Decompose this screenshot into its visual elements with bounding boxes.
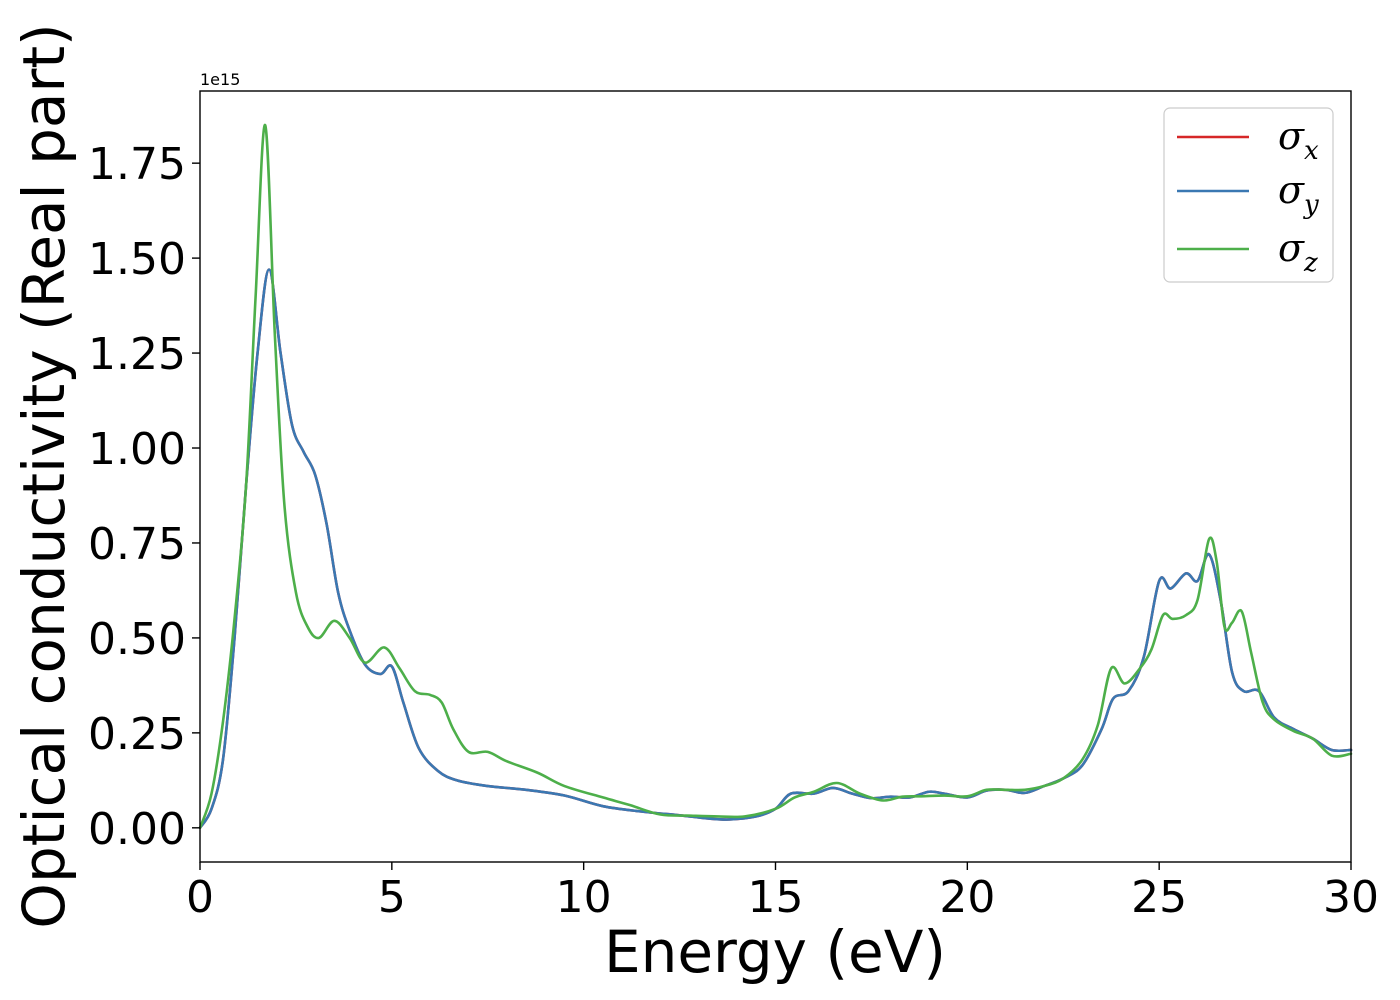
plot-lines bbox=[198, 123, 1353, 830]
x-tick-label: 5 bbox=[378, 872, 406, 923]
x-tick-label: 20 bbox=[939, 872, 995, 923]
y-tick-label: 0.00 bbox=[88, 804, 186, 855]
x-tick-label: 0 bbox=[186, 872, 214, 923]
x-axis-label: Energy (eV) bbox=[604, 918, 946, 986]
y-axis: 0.00 0.25 0.50 0.75 1.00 1.25 1.50 1.75 bbox=[88, 139, 200, 855]
x-tick-label: 10 bbox=[556, 872, 612, 923]
legend-label-z: σz bbox=[1278, 226, 1318, 278]
legend-box bbox=[1163, 107, 1334, 283]
series-line-z bbox=[198, 123, 1353, 830]
y-tick-label: 0.50 bbox=[88, 614, 186, 665]
y-tick-label: 1.00 bbox=[88, 424, 186, 475]
legend-label-y: σy bbox=[1278, 168, 1319, 220]
y-tick-label: 0.75 bbox=[88, 519, 186, 570]
x-tick-label: 25 bbox=[1131, 872, 1187, 923]
x-axis: 0 5 10 15 20 25 30 bbox=[186, 862, 1379, 923]
y-axis-label: Optical conductivity (Real part) bbox=[10, 23, 78, 928]
y-tick-label: 0.25 bbox=[88, 709, 186, 760]
x-tick-label: 15 bbox=[748, 872, 804, 923]
y-tick-label: 1.75 bbox=[88, 139, 186, 190]
y-tick-label: 1.25 bbox=[88, 329, 186, 380]
y-tick-label: 1.50 bbox=[88, 234, 186, 285]
y-offset-text: 1e15 bbox=[200, 70, 240, 89]
x-tick-label: 30 bbox=[1323, 872, 1379, 923]
legend-label-x: σx bbox=[1278, 114, 1319, 166]
series-line-y bbox=[198, 268, 1353, 830]
